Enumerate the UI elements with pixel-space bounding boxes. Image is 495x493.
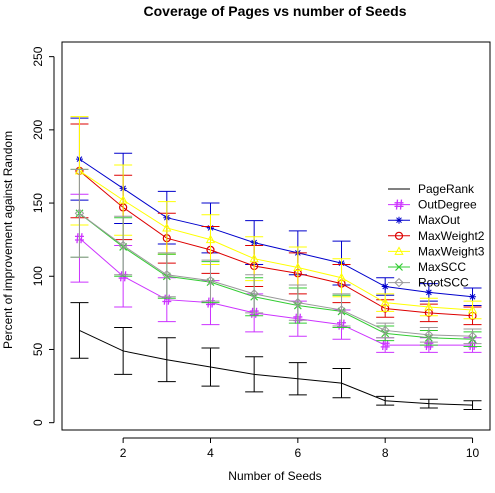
error-bar-rootscc bbox=[70, 168, 89, 258]
point-maxweight3 bbox=[380, 297, 390, 307]
legend-label-pagerank: PageRank bbox=[418, 182, 475, 196]
legend-label-maxweight2: MaxWeight2 bbox=[418, 229, 485, 243]
point-outdegree bbox=[380, 340, 390, 351]
series-pagerank bbox=[70, 302, 482, 411]
point-rootscc bbox=[380, 325, 390, 336]
x-axis: 2 4 6 8 10 bbox=[120, 437, 480, 460]
line-maxscc bbox=[79, 212, 473, 340]
point-maxweight3 bbox=[467, 304, 478, 314]
series-rootscc bbox=[70, 168, 482, 345]
point-outdegree bbox=[74, 233, 84, 244]
point-rootscc bbox=[467, 331, 478, 342]
point-rootscc bbox=[249, 289, 259, 299]
point-rootscc bbox=[74, 208, 85, 219]
series-layer bbox=[70, 116, 482, 411]
legend-item-maxscc: MaxSCC bbox=[388, 260, 466, 274]
legend-item-maxout: MaxOut bbox=[388, 213, 461, 227]
point-rootscc bbox=[293, 297, 303, 308]
legend-marker-maxout bbox=[395, 216, 403, 224]
line-maxout bbox=[79, 158, 473, 298]
point-maxout bbox=[425, 288, 433, 296]
legend-item-maxweight2: MaxWeight2 bbox=[388, 229, 485, 243]
legend-label-outdegree: OutDegree bbox=[418, 198, 477, 212]
legend-item-rootscc: RootSCC bbox=[388, 276, 469, 290]
legend-marker-outdegree bbox=[394, 199, 404, 210]
y-tick-label: 0 bbox=[31, 419, 45, 426]
point-outdegree bbox=[337, 319, 347, 330]
point-rootscc bbox=[336, 305, 347, 315]
y-tick-label: 200 bbox=[31, 120, 45, 140]
x-tick-label: 6 bbox=[294, 446, 301, 460]
legend-item-outdegree: OutDegree bbox=[388, 198, 477, 212]
x-tick-label: 8 bbox=[382, 446, 389, 460]
y-tick-label: 250 bbox=[31, 46, 45, 66]
legend-label-rootscc: RootSCC bbox=[418, 276, 469, 290]
point-maxweight3 bbox=[162, 222, 172, 232]
point-outdegree bbox=[293, 313, 303, 324]
y-axis-label: Percent of improvement against Random bbox=[1, 131, 15, 349]
legend-label-maxscc: MaxSCC bbox=[418, 260, 466, 274]
line-maxweight3 bbox=[79, 170, 473, 311]
point-outdegree bbox=[162, 294, 172, 305]
point-maxweight3 bbox=[293, 262, 303, 271]
y-tick-label: 50 bbox=[31, 342, 45, 356]
line-pagerank bbox=[79, 329, 473, 406]
point-rootscc bbox=[424, 330, 434, 340]
error-bar-rootscc bbox=[463, 328, 482, 345]
legend-item-pagerank: PageRank bbox=[388, 182, 475, 196]
chart-title: Coverage of Pages vs number of Seeds bbox=[144, 3, 407, 19]
line-maxweight2 bbox=[79, 170, 473, 317]
legend-item-maxweight3: MaxWeight3 bbox=[388, 244, 485, 258]
point-rootscc bbox=[162, 270, 172, 280]
point-outdegree bbox=[468, 340, 478, 351]
y-axis: 0 50 100 150 200 250 bbox=[31, 46, 55, 426]
point-maxweight3 bbox=[205, 234, 216, 244]
point-rootscc bbox=[118, 240, 128, 251]
point-maxweight3 bbox=[249, 253, 259, 263]
plot-frame bbox=[61, 41, 491, 431]
x-tick-label: 2 bbox=[120, 446, 127, 460]
y-tick-label: 150 bbox=[31, 193, 45, 213]
x-tick-label: 10 bbox=[466, 446, 480, 460]
legend-marker-maxweight3 bbox=[394, 246, 404, 255]
x-tick-label: 4 bbox=[207, 446, 214, 460]
point-rootscc bbox=[205, 275, 216, 286]
x-axis-label: Number of Seeds bbox=[228, 469, 321, 483]
legend-label-maxout: MaxOut bbox=[418, 213, 461, 227]
line-rootscc bbox=[79, 212, 473, 337]
point-maxweight3 bbox=[424, 301, 434, 311]
legend-marker-rootscc bbox=[394, 277, 404, 288]
point-maxweight3 bbox=[336, 272, 347, 282]
line-outdegree bbox=[79, 237, 473, 346]
legend-marker-maxweight2 bbox=[394, 231, 404, 240]
error-bar-pagerank bbox=[463, 400, 482, 411]
point-maxweight3 bbox=[118, 195, 128, 204]
point-maxout bbox=[381, 283, 389, 291]
legend-label-maxweight3: MaxWeight3 bbox=[418, 244, 485, 258]
y-tick-label: 100 bbox=[31, 266, 45, 286]
legend-marker-maxscc bbox=[395, 263, 403, 271]
point-maxout bbox=[469, 293, 477, 301]
error-bar-maxweight3 bbox=[463, 300, 482, 320]
